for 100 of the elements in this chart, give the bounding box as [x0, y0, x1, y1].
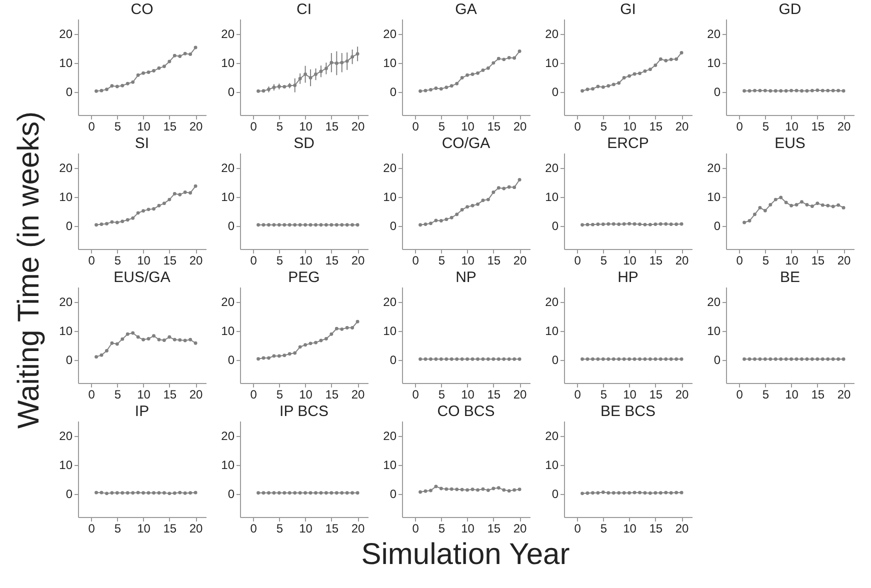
x-tick-label: 15 [649, 388, 663, 402]
point [648, 68, 652, 72]
y-tick-label: 10 [221, 190, 235, 204]
y-tick-label: 0 [66, 487, 73, 502]
y-tick-label: 10 [221, 56, 235, 70]
point [606, 84, 610, 88]
x-tick-label: 5 [114, 388, 122, 402]
y-tick-label: 10 [545, 56, 559, 70]
point [481, 198, 485, 202]
x-tick-label: 15 [325, 120, 339, 134]
x-tick-label: 10 [461, 254, 475, 268]
chart-title: PEG [288, 269, 320, 286]
point [758, 206, 762, 210]
x-tick-label: 15 [811, 120, 825, 134]
point [356, 320, 360, 324]
x-tick-label: 10 [461, 120, 475, 134]
y-tick-label: 10 [707, 190, 721, 204]
point [188, 338, 192, 342]
x-tick-label: 15 [163, 120, 177, 134]
x-tick-label: 10 [137, 388, 151, 402]
point [816, 202, 820, 206]
point [324, 337, 328, 341]
point [94, 355, 98, 359]
x-tick-label: 5 [438, 522, 446, 536]
point [267, 356, 270, 360]
x-tick-label: 10 [299, 254, 313, 268]
y-tick-label: 20 [383, 161, 397, 176]
y-tick-label: 0 [552, 85, 559, 100]
point [178, 338, 182, 342]
point [136, 73, 140, 77]
point [131, 80, 135, 84]
point [162, 64, 166, 68]
x-tick-label: 10 [785, 254, 799, 268]
y-tick-label: 20 [59, 429, 73, 444]
point [188, 52, 192, 56]
x-tick-label: 5 [438, 120, 446, 134]
y-tick-label: 0 [228, 353, 235, 368]
point [183, 338, 187, 342]
x-tick-label: 10 [461, 522, 475, 536]
chart-title: BE [780, 269, 800, 286]
point [810, 204, 814, 208]
x-tick-label: 20 [675, 120, 690, 134]
chart-title: GA [455, 1, 477, 18]
point [486, 198, 490, 202]
x-tick-label: 5 [276, 388, 284, 402]
y-tick-label: 0 [390, 219, 397, 234]
y-tick-label: 10 [59, 56, 73, 70]
point [669, 58, 673, 62]
point [748, 219, 752, 223]
point [183, 190, 187, 194]
point [429, 88, 432, 92]
x-tick-label: 5 [762, 254, 770, 268]
x-tick-label: 5 [438, 388, 446, 402]
x-tick-label: 0 [250, 254, 258, 268]
point [763, 208, 767, 212]
point [664, 58, 668, 62]
point [110, 341, 114, 345]
point [628, 74, 632, 78]
point [115, 220, 119, 224]
point [146, 208, 150, 212]
x-tick-label: 20 [837, 388, 852, 402]
point [439, 87, 443, 91]
point [742, 220, 746, 224]
point [152, 69, 156, 73]
x-tick-label: 15 [487, 254, 501, 268]
x-tick-label: 5 [762, 120, 770, 134]
x-tick-label: 10 [623, 254, 637, 268]
x-tick-label: 5 [276, 120, 284, 134]
chart-title: CI [296, 1, 312, 18]
y-tick-label: 0 [714, 353, 721, 368]
point [194, 46, 198, 50]
point [152, 207, 156, 211]
point [518, 50, 522, 54]
point [142, 338, 146, 342]
point [476, 202, 480, 206]
point [518, 178, 522, 182]
x-tick-label: 15 [163, 254, 177, 268]
point [450, 84, 454, 88]
point [293, 351, 297, 355]
point [434, 86, 438, 90]
y-tick-label: 10 [545, 190, 559, 204]
point [178, 54, 182, 58]
point [298, 345, 302, 349]
point [142, 209, 146, 213]
point [262, 356, 266, 360]
point [110, 220, 114, 224]
y-tick-label: 20 [707, 295, 721, 310]
point [330, 332, 334, 336]
x-tick-label: 0 [412, 120, 420, 134]
x-tick-label: 10 [785, 120, 799, 134]
point [617, 81, 621, 85]
x-tick-label: 20 [513, 120, 528, 134]
x-tick-label: 20 [513, 254, 528, 268]
x-tick-label: 0 [736, 254, 744, 268]
x-tick-label: 0 [88, 522, 96, 536]
x-tick-label: 5 [600, 388, 608, 402]
y-tick-label: 10 [545, 458, 559, 472]
point [774, 198, 778, 202]
point [168, 198, 172, 202]
point [591, 87, 594, 91]
